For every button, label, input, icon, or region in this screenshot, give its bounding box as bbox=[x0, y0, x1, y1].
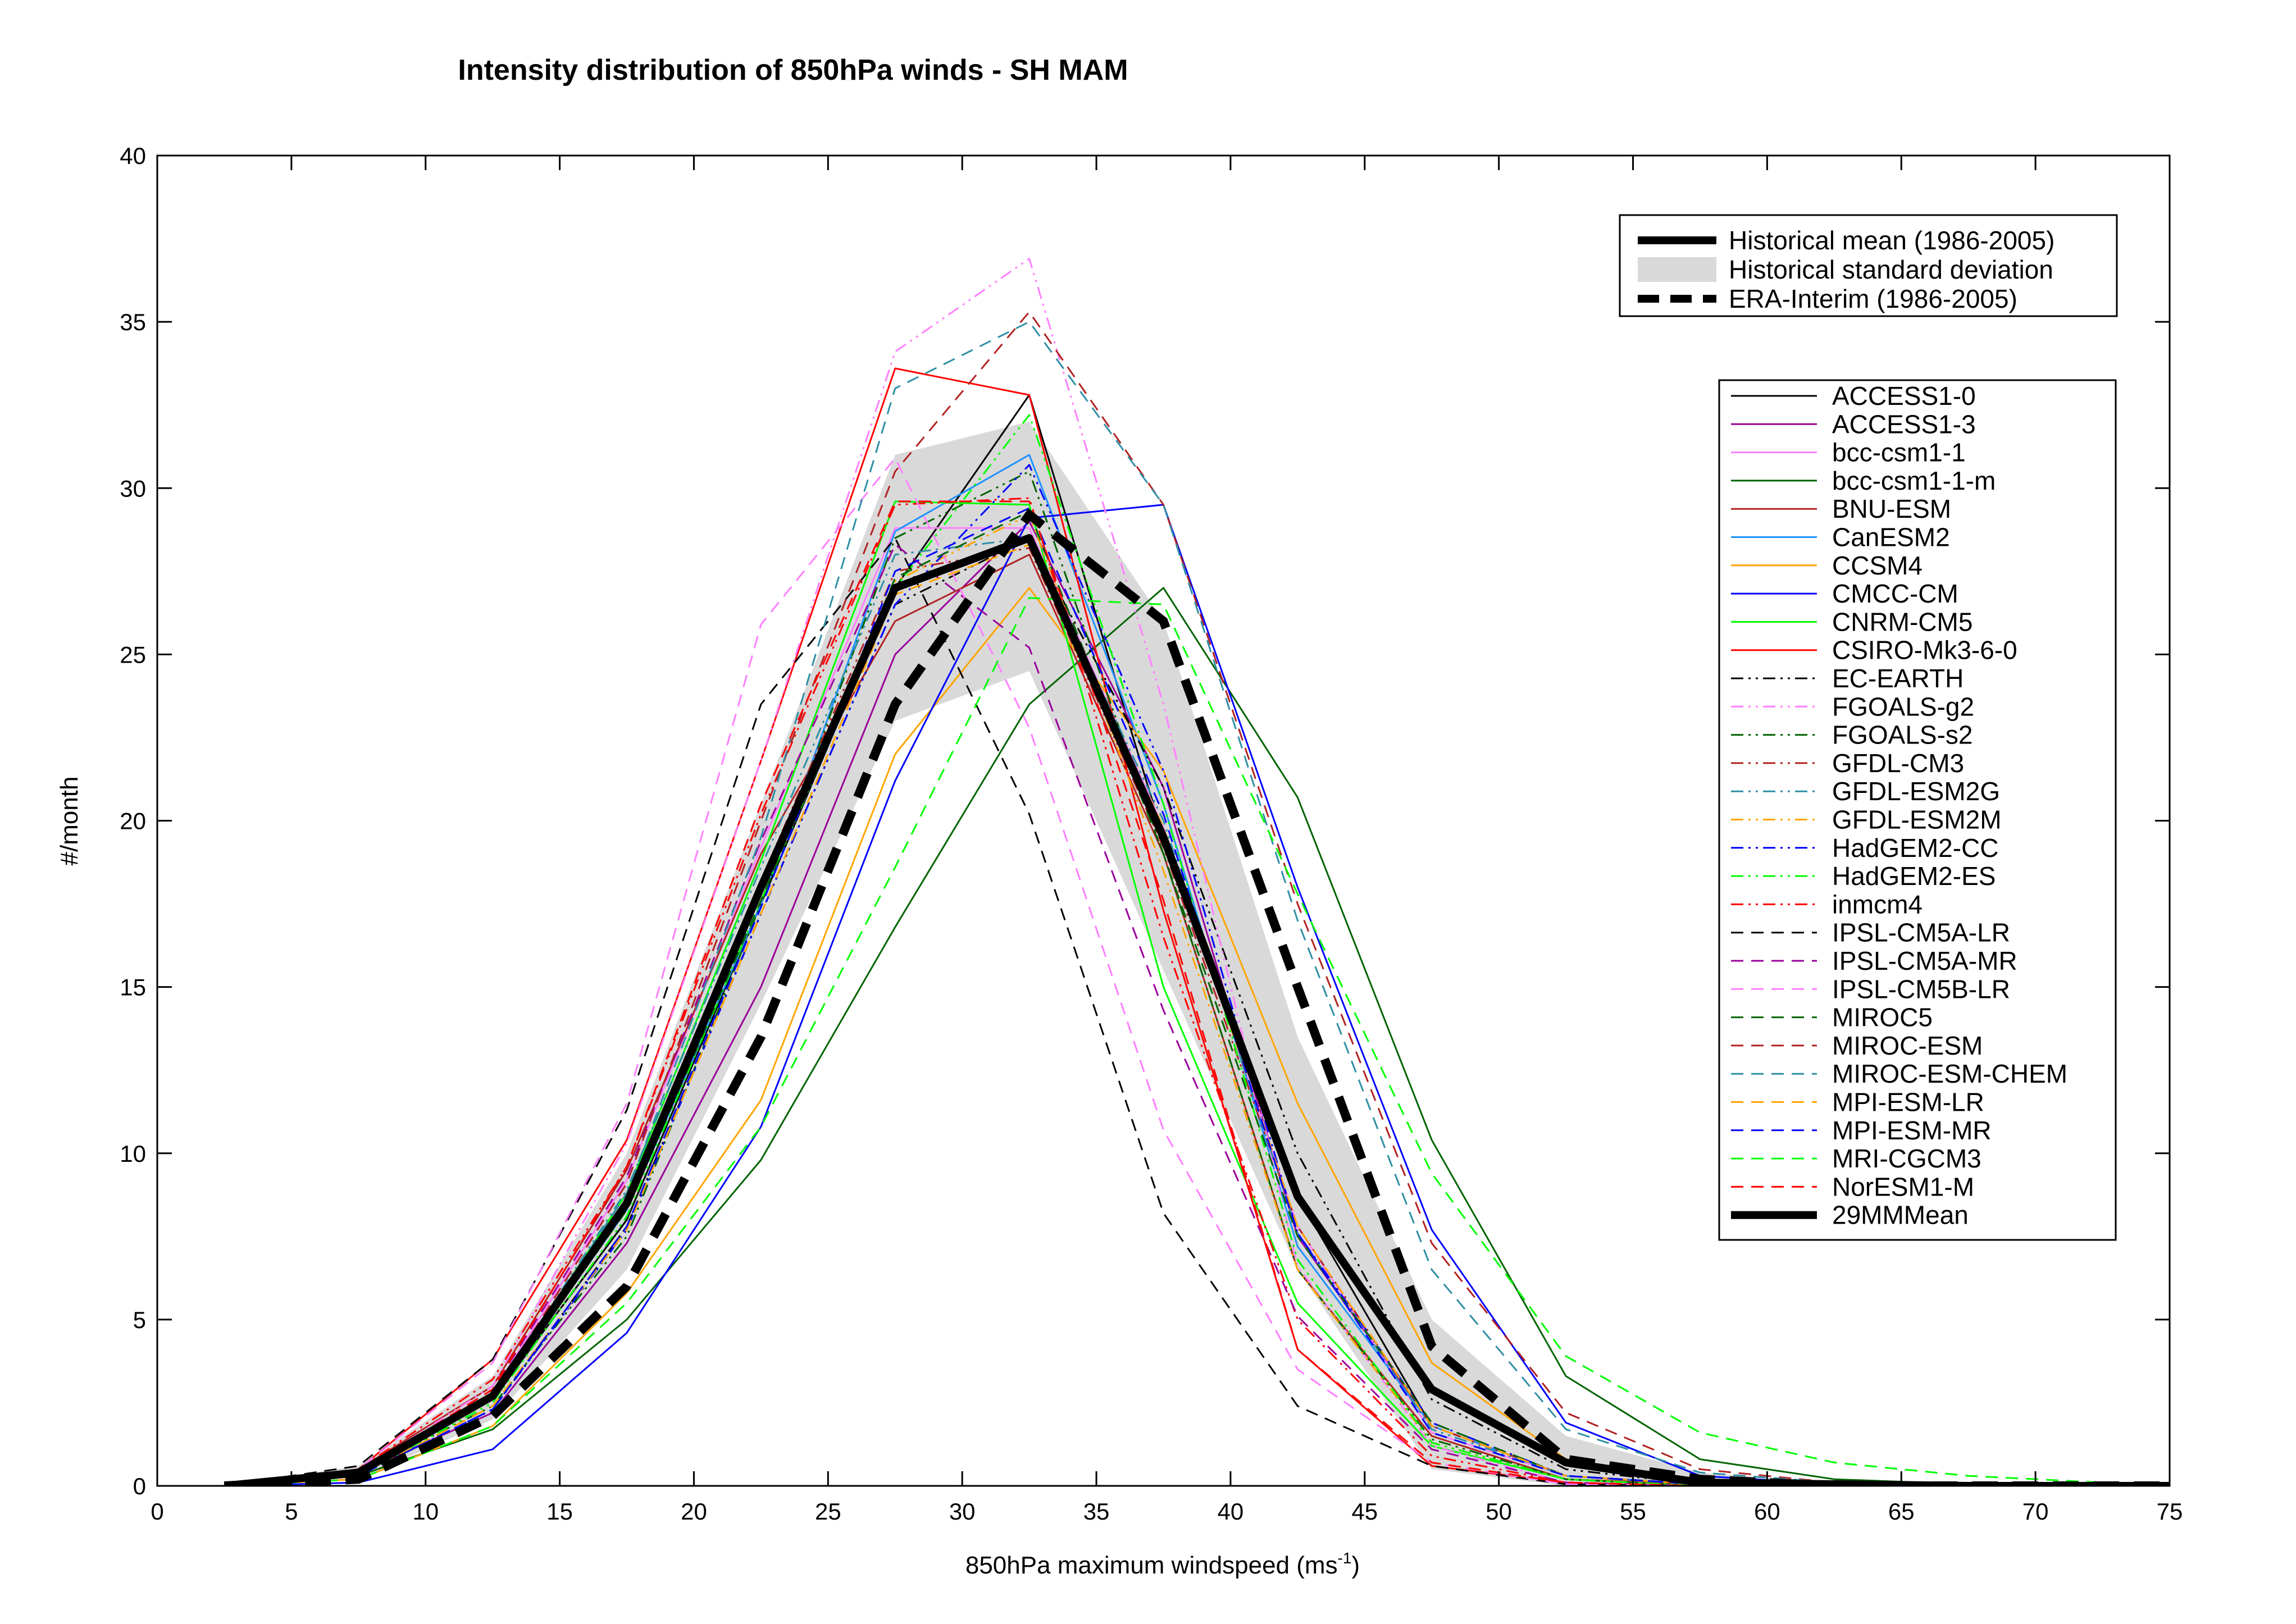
legend-model-label: ACCESS1-0 bbox=[1832, 381, 1976, 410]
legend-swatch-band bbox=[1638, 257, 1716, 282]
x-axis-label-main: 850hPa maximum windspeed (ms bbox=[965, 1552, 1338, 1579]
legend-model-label: IPSL-CM5B-LR bbox=[1832, 974, 2010, 1003]
legend-model-label: MPI-ESM-MR bbox=[1832, 1116, 1992, 1145]
legend-model-label: bcc-csm1-1 bbox=[1832, 438, 1966, 467]
y-tick-label: 35 bbox=[120, 309, 146, 335]
legend-historical-label: Historical standard deviation bbox=[1729, 255, 2053, 284]
x-tick-label: 70 bbox=[2022, 1498, 2049, 1525]
legend-model-label: CanESM2 bbox=[1832, 523, 1950, 552]
legend-historical-label: Historical mean (1986-2005) bbox=[1729, 226, 2054, 255]
legend-models: ACCESS1-0ACCESS1-3bcc-csm1-1bcc-csm1-1-m… bbox=[1718, 379, 2117, 1241]
legend-model-label: BNU-ESM bbox=[1832, 494, 1951, 523]
legend-model-label: inmcm4 bbox=[1832, 889, 1923, 919]
legend-model-label: FGOALS-s2 bbox=[1832, 720, 1973, 750]
x-tick-label: 0 bbox=[151, 1498, 163, 1525]
x-tick-label: 20 bbox=[681, 1498, 707, 1525]
legend-historical: Historical mean (1986-2005)Historical st… bbox=[1619, 214, 2118, 317]
legend-model-label: IPSL-CM5A-LR bbox=[1832, 918, 2010, 947]
series-line bbox=[224, 471, 2170, 1486]
y-tick-label: 0 bbox=[133, 1473, 146, 1499]
chart-title: Intensity distribution of 850hPa winds -… bbox=[458, 54, 1128, 86]
x-tick-label: 55 bbox=[1620, 1498, 1646, 1525]
y-axis: 0 5 10 15 20 25 30 35 40 bbox=[120, 143, 2170, 1499]
legend-model-label: IPSL-CM5A-MR bbox=[1832, 946, 2017, 975]
y-tick-label: 40 bbox=[120, 143, 146, 169]
legend-model-label: ACCESS1-3 bbox=[1832, 409, 1976, 439]
x-tick-label: 25 bbox=[815, 1498, 841, 1525]
legend-model-label: NorESM1-M bbox=[1832, 1172, 1974, 1201]
x-tick-label: 5 bbox=[285, 1498, 298, 1525]
x-tick-label: 75 bbox=[2157, 1498, 2183, 1525]
legend-model-label: HadGEM2-CC bbox=[1832, 833, 1999, 863]
x-tick-label: 35 bbox=[1083, 1498, 1110, 1525]
legend-model-label: GFDL-ESM2M bbox=[1832, 805, 2002, 834]
x-axis: 0 5 10 15 20 25 30 35 40 45 50 55 60 65 70 75 bbox=[151, 156, 2183, 1525]
x-tick-label: 60 bbox=[1754, 1498, 1780, 1525]
series-line bbox=[224, 597, 2170, 1486]
series-line bbox=[224, 587, 2170, 1486]
x-tick-label: 65 bbox=[1888, 1498, 1915, 1525]
series-line bbox=[224, 464, 2170, 1486]
legend-model-label: CMCC-CM bbox=[1832, 579, 1958, 608]
series-line bbox=[224, 457, 2170, 1486]
legend-model-label: CCSM4 bbox=[1832, 551, 1923, 580]
legend-model-label: MPI-ESM-LR bbox=[1832, 1088, 1984, 1117]
std-band bbox=[224, 421, 2170, 1486]
x-tick-label: 40 bbox=[1218, 1498, 1244, 1525]
legend-model-label: MIROC-ESM bbox=[1832, 1031, 1983, 1060]
std-band-layer bbox=[224, 421, 2170, 1486]
x-tick-label: 45 bbox=[1351, 1498, 1378, 1525]
legend-historical-label: ERA-Interim (1986-2005) bbox=[1729, 284, 2017, 313]
x-tick-label: 15 bbox=[546, 1498, 573, 1525]
legend-model-label: GFDL-ESM2G bbox=[1832, 777, 2000, 806]
series-line bbox=[224, 414, 2170, 1486]
legend-models-box bbox=[1718, 379, 2117, 1241]
x-axis-label-end: ) bbox=[1351, 1552, 1360, 1579]
y-tick-label: 25 bbox=[120, 641, 146, 668]
legend-model-label: GFDL-CM3 bbox=[1832, 749, 1964, 778]
x-axis-label: 850hPa maximum windspeed (ms-1) bbox=[965, 1549, 1360, 1579]
series-line bbox=[224, 510, 2170, 1486]
x-tick-label: 30 bbox=[949, 1498, 976, 1525]
y-tick-label: 15 bbox=[120, 974, 146, 1001]
legend-model-label: 29MMMean bbox=[1832, 1201, 1969, 1230]
legend-model-label: CSIRO-Mk3-6-0 bbox=[1832, 636, 2017, 665]
y-tick-label: 10 bbox=[120, 1141, 146, 1167]
legend-model-label: bcc-csm1-1-m bbox=[1832, 466, 1996, 495]
legend-model-label: EC-EARTH bbox=[1832, 664, 1964, 693]
legend-model-label: FGOALS-g2 bbox=[1832, 692, 1974, 721]
y-tick-label: 30 bbox=[120, 475, 146, 501]
legend-model-label: CNRM-CM5 bbox=[1832, 607, 1972, 636]
legend-model-label: MIROC-ESM-CHEM bbox=[1832, 1059, 2067, 1088]
x-axis-label-superscript: -1 bbox=[1338, 1549, 1352, 1567]
x-tick-label: 50 bbox=[1486, 1498, 1512, 1525]
y-tick-label: 5 bbox=[133, 1307, 146, 1333]
y-tick-label: 20 bbox=[120, 808, 146, 834]
legend-model-label: HadGEM2-ES bbox=[1832, 861, 1996, 891]
legend-model-label: MIROC5 bbox=[1832, 1003, 1933, 1032]
era-interim-line bbox=[224, 508, 2170, 1486]
y-axis-label: #/month bbox=[56, 777, 83, 866]
x-tick-label: 10 bbox=[412, 1498, 439, 1525]
series-line bbox=[224, 497, 2170, 1486]
legend-model-label: MRI-CGCM3 bbox=[1832, 1144, 1981, 1173]
